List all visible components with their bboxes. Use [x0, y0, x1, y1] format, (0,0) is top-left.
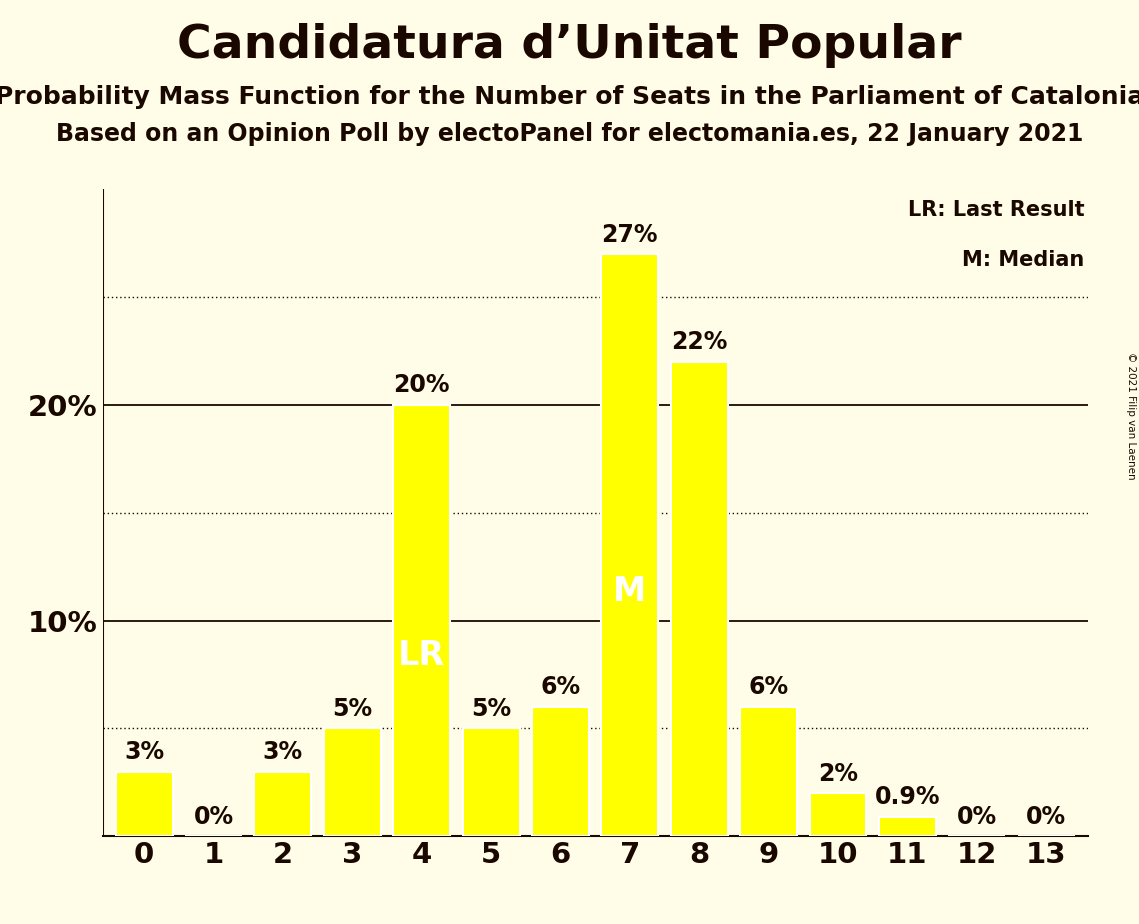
Text: Based on an Opinion Poll by electoPanel for electomania.es, 22 January 2021: Based on an Opinion Poll by electoPanel …	[56, 122, 1083, 146]
Bar	[740, 707, 797, 836]
Bar	[671, 362, 728, 836]
Text: M: Median: M: Median	[962, 249, 1084, 270]
Bar	[116, 772, 173, 836]
Text: 3%: 3%	[124, 740, 164, 764]
Bar	[532, 707, 589, 836]
Text: 0%: 0%	[1026, 805, 1066, 829]
Text: 6%: 6%	[540, 675, 581, 699]
Bar	[601, 254, 658, 836]
Text: 20%: 20%	[393, 373, 450, 397]
Text: 3%: 3%	[263, 740, 303, 764]
Text: 2%: 2%	[818, 761, 858, 785]
Text: M: M	[613, 576, 647, 608]
Text: Probability Mass Function for the Number of Seats in the Parliament of Catalonia: Probability Mass Function for the Number…	[0, 85, 1139, 109]
Text: © 2021 Filip van Laenen: © 2021 Filip van Laenen	[1126, 352, 1136, 480]
Text: LR: Last Result: LR: Last Result	[908, 201, 1084, 220]
Text: 27%: 27%	[601, 223, 658, 247]
Text: 22%: 22%	[671, 331, 728, 354]
Bar	[462, 728, 519, 836]
Bar	[254, 772, 311, 836]
Text: 0%: 0%	[194, 805, 233, 829]
Text: Candidatura d’Unitat Popular: Candidatura d’Unitat Popular	[178, 23, 961, 68]
Text: 0.9%: 0.9%	[875, 785, 940, 809]
Bar	[879, 817, 936, 836]
Bar	[323, 728, 380, 836]
Text: 6%: 6%	[748, 675, 788, 699]
Text: 5%: 5%	[472, 697, 511, 721]
Text: 5%: 5%	[333, 697, 372, 721]
Bar	[393, 405, 450, 836]
Text: 0%: 0%	[957, 805, 997, 829]
Text: LR: LR	[399, 638, 445, 672]
Bar	[810, 793, 867, 836]
